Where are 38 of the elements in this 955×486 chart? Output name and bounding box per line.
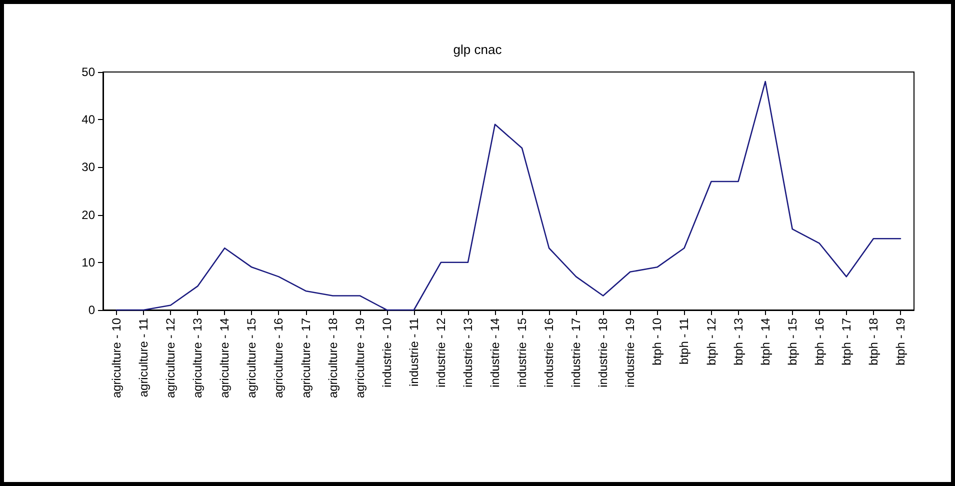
y-tick-label: 10 bbox=[82, 255, 96, 270]
x-tick-label: industrie - 11 bbox=[406, 318, 421, 386]
x-tick-label: agriculture - 10 bbox=[110, 318, 124, 398]
x-tick-label: btph - 15 bbox=[785, 318, 800, 366]
chart-title: glp cnac bbox=[453, 42, 502, 57]
x-tick-label: btph - 13 bbox=[731, 318, 746, 366]
y-tick-label: 20 bbox=[82, 208, 96, 222]
x-tick-label: industrie - 16 bbox=[542, 318, 556, 388]
x-tick-label: btph - 18 bbox=[866, 318, 880, 366]
x-tick-label: btph - 19 bbox=[893, 318, 908, 366]
x-tick-label: agriculture - 13 bbox=[190, 318, 205, 398]
x-tick-label: agriculture - 14 bbox=[218, 318, 232, 398]
y-tick-label: 40 bbox=[82, 112, 96, 127]
x-tick-label: btph - 16 bbox=[812, 318, 826, 366]
x-tick-label: agriculture - 19 bbox=[352, 318, 367, 398]
x-tick-label: industrie - 14 bbox=[488, 318, 502, 388]
x-tick-label: agriculture - 16 bbox=[272, 318, 286, 398]
x-tick-label: btph - 12 bbox=[704, 318, 718, 366]
x-tick-label: btph - 11 bbox=[677, 318, 692, 364]
y-tick-label: 30 bbox=[82, 160, 96, 174]
x-tick-label: industrie - 10 bbox=[380, 318, 394, 388]
x-tick-label: agriculture - 11 bbox=[136, 318, 151, 398]
y-tick-label: 0 bbox=[88, 303, 96, 317]
x-tick-label: agriculture - 17 bbox=[298, 318, 313, 398]
x-tick-label: industrie - 15 bbox=[515, 318, 530, 388]
line-series bbox=[116, 80, 902, 311]
x-tick-label: industrie - 17 bbox=[569, 318, 584, 388]
x-tick-label: btph - 10 bbox=[650, 318, 664, 366]
x-tick-label: industrie - 19 bbox=[623, 318, 638, 388]
x-tick-label: btph - 17 bbox=[839, 318, 854, 366]
x-tick-label: industrie - 18 bbox=[596, 318, 610, 388]
x-tick-label: agriculture - 15 bbox=[244, 318, 259, 398]
x-tick-label: btph - 14 bbox=[758, 318, 772, 366]
x-tick-label: industrie - 13 bbox=[460, 318, 475, 388]
y-tick-label: 50 bbox=[82, 65, 96, 79]
x-tick-label: agriculture - 12 bbox=[164, 318, 178, 398]
x-tick-label: industrie - 12 bbox=[434, 318, 448, 388]
x-tick-label: agriculture - 18 bbox=[326, 318, 340, 398]
